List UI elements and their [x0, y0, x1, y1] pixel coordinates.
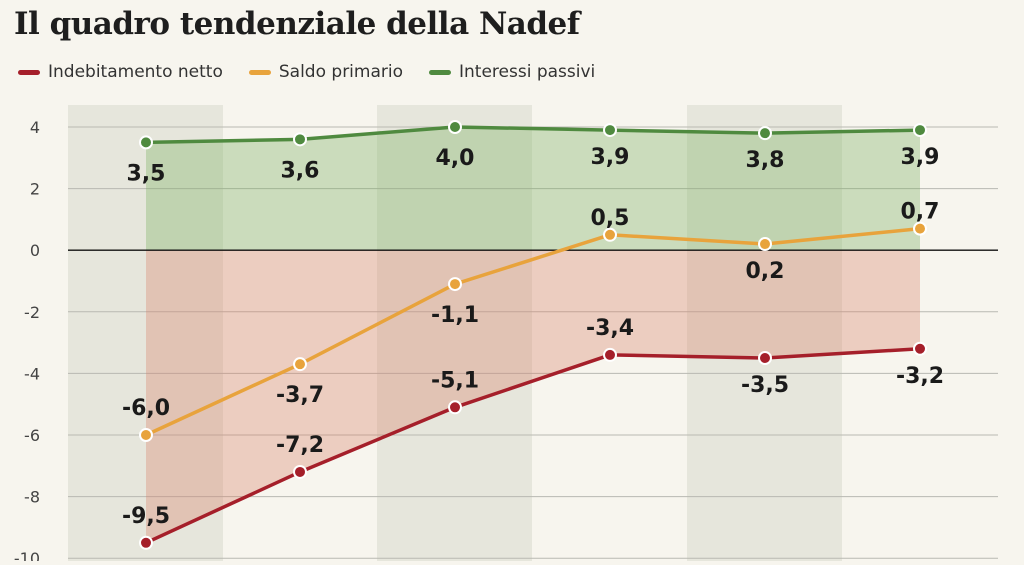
- y-tick-label: -6: [24, 426, 40, 445]
- legend-label-interessi: Interessi passivi: [459, 62, 596, 82]
- saldo-data-label: 0,2: [746, 259, 785, 284]
- chart-legend: Indebitamento netto Saldo primario Inter…: [18, 62, 621, 82]
- saldo-data-label: 0,7: [901, 200, 940, 225]
- indebitamento-area: [146, 250, 920, 543]
- legend-swatch-indebitamento: [18, 69, 40, 75]
- indebitamento-line: [145, 347, 921, 545]
- saldo-point: [758, 237, 772, 252]
- y-tick-label: -2: [24, 303, 40, 322]
- indebitamento-data-label: -3,2: [896, 364, 944, 389]
- y-tick-label: -4: [24, 364, 40, 383]
- y-tick-label: -10: [14, 549, 40, 561]
- interessi-point: [913, 123, 927, 138]
- interessi-data-label: 4,0: [436, 146, 475, 171]
- column-band: [687, 105, 842, 565]
- legend-item-indebitamento: Indebitamento netto: [18, 62, 223, 82]
- y-tick-label: 0: [30, 241, 40, 260]
- interessi-point: [293, 132, 307, 147]
- saldo-point: [293, 357, 307, 372]
- legend-swatch-interessi: [429, 69, 451, 75]
- saldo-data-label: -1,1: [431, 303, 479, 328]
- column-band: [377, 105, 532, 565]
- legend-label-indebitamento: Indebitamento netto: [48, 62, 223, 82]
- y-tick-label: 2: [30, 180, 40, 199]
- interessi-point: [758, 126, 772, 141]
- saldo-point: [448, 277, 462, 292]
- indebitamento-point: [293, 464, 307, 479]
- indebitamento-data-label: -3,5: [741, 373, 789, 398]
- indebitamento-point: [913, 341, 927, 356]
- legend-swatch-saldo: [248, 69, 271, 75]
- indebitamento-data-label: -9,5: [122, 504, 170, 529]
- interessi-data-label: 3,6: [281, 158, 320, 183]
- y-tick-label: -8: [24, 488, 40, 507]
- interessi-area: [146, 127, 920, 251]
- chart-title: Il quadro tendenziale della Nadef: [14, 6, 580, 42]
- indebitamento-data-label: -5,1: [431, 368, 479, 393]
- interessi-line: [145, 125, 921, 145]
- indebitamento-data-label: -7,2: [276, 433, 324, 458]
- indebitamento-point: [603, 347, 617, 362]
- interessi-data-label: 3,8: [746, 148, 785, 173]
- saldo-line: [145, 226, 921, 437]
- saldo-point: [603, 227, 617, 242]
- saldo-data-label: 0,5: [591, 206, 630, 231]
- indebitamento-point: [448, 400, 462, 415]
- column-band: [68, 105, 223, 565]
- interessi-point: [603, 123, 617, 138]
- interessi-point: [139, 135, 153, 150]
- indebitamento-point: [758, 351, 772, 365]
- legend-label-saldo: Saldo primario: [278, 62, 403, 82]
- indebitamento-data-label: -3,4: [586, 316, 634, 341]
- y-tick-label: 4: [30, 118, 40, 137]
- interessi-data-label: 3,9: [901, 145, 940, 170]
- interessi-point: [448, 120, 462, 134]
- saldo-data-label: -3,7: [276, 383, 324, 408]
- indebitamento-point: [139, 535, 153, 550]
- legend-item-saldo: Saldo primario: [248, 62, 403, 82]
- saldo-point: [139, 428, 153, 442]
- interessi-data-label: 3,5: [127, 161, 166, 186]
- interessi-data-label: 3,9: [591, 145, 630, 170]
- legend-item-interessi: Interessi passivi: [429, 62, 595, 82]
- saldo-point: [913, 221, 927, 236]
- saldo-data-label: -6,0: [122, 396, 170, 421]
